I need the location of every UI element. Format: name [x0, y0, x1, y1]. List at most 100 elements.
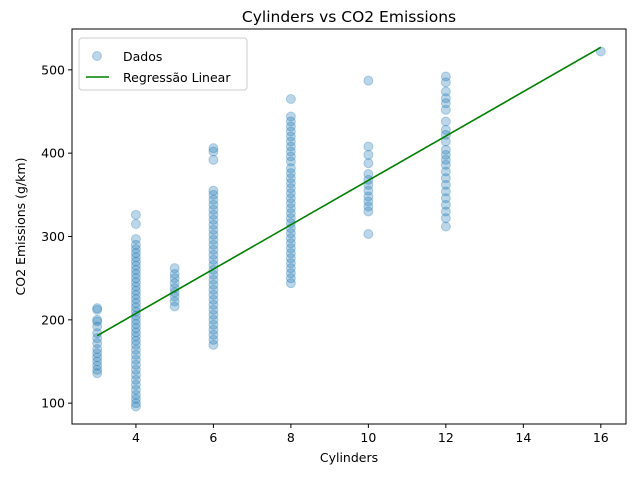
legend-label-dados: Dados — [123, 49, 162, 64]
data-point — [208, 284, 219, 295]
x-tick-label: 6 — [209, 430, 217, 445]
data-point — [92, 348, 103, 359]
data-point — [208, 289, 219, 300]
data-point — [285, 94, 296, 104]
data-point — [208, 234, 219, 245]
data-point — [130, 219, 141, 229]
data-point — [130, 364, 141, 375]
data-point — [363, 206, 374, 217]
data-point — [92, 338, 103, 349]
data-point — [130, 273, 141, 284]
legend-box — [78, 37, 248, 91]
data-point — [92, 368, 103, 379]
data-point — [169, 263, 180, 274]
data-point — [285, 126, 296, 137]
data-point — [130, 252, 141, 263]
data-point — [130, 398, 141, 409]
data-point — [440, 98, 451, 109]
data-point — [208, 269, 219, 280]
data-point — [130, 394, 141, 404]
data-point — [208, 294, 219, 305]
data-point — [440, 136, 451, 147]
data-point — [285, 168, 296, 179]
regression-layer — [96, 46, 602, 337]
x-axis-title: Cylinders — [320, 450, 378, 465]
data-point — [208, 324, 219, 335]
data-point — [208, 194, 219, 205]
data-point — [440, 179, 451, 190]
legend-label-regressao: Regressão Linear — [123, 70, 231, 85]
data-point — [130, 244, 141, 254]
data-point — [130, 339, 141, 350]
data-point — [208, 154, 219, 165]
data-point — [92, 333, 103, 344]
data-point — [92, 352, 103, 363]
data-point — [208, 239, 219, 250]
data-point — [285, 121, 296, 132]
data-point — [363, 149, 374, 160]
x-tick-label: 10 — [360, 430, 376, 445]
data-point — [440, 71, 451, 82]
data-point — [285, 173, 296, 184]
data-point — [440, 173, 451, 184]
data-point — [208, 274, 219, 285]
x-tick-label: 12 — [438, 430, 454, 445]
x-tick-label: 8 — [287, 430, 295, 445]
y-axis-title: CO2 Emissions (g/km) — [13, 158, 28, 296]
data-point — [130, 323, 141, 334]
data-point — [130, 209, 141, 220]
data-point — [208, 299, 219, 310]
data-point — [285, 203, 296, 214]
data-point — [130, 319, 141, 329]
data-point — [92, 321, 103, 332]
data-point — [130, 289, 141, 300]
data-point — [440, 86, 451, 97]
x-tick-label: 16 — [593, 430, 609, 445]
data-point — [208, 204, 219, 215]
data-point — [208, 329, 219, 340]
x-tick-label: 4 — [132, 430, 140, 445]
data-point — [130, 234, 141, 244]
data-point — [285, 193, 296, 204]
data-point — [169, 296, 180, 307]
data-point — [440, 213, 451, 224]
data-point — [285, 183, 296, 194]
data-point — [208, 146, 219, 157]
data-point — [285, 278, 296, 289]
data-point — [363, 141, 374, 152]
data-point — [285, 151, 296, 162]
data-point — [130, 277, 141, 288]
data-point — [169, 301, 180, 312]
data-point — [440, 77, 451, 88]
data-point — [130, 264, 141, 275]
data-point — [285, 258, 296, 269]
data-point — [285, 248, 296, 259]
data-point — [208, 309, 219, 320]
data-point — [285, 213, 296, 224]
data-point — [208, 189, 219, 200]
y-axis: 100 200 300 400 500 — [41, 62, 72, 411]
data-point — [285, 116, 296, 127]
legend-marker-dados — [92, 51, 102, 61]
data-point — [440, 206, 451, 217]
data-point — [440, 166, 451, 177]
data-point — [208, 244, 219, 255]
data-point — [440, 199, 451, 210]
data-point — [208, 229, 219, 240]
data-point — [130, 239, 141, 250]
data-point — [440, 124, 451, 135]
data-point — [285, 208, 296, 219]
x-axis: 4 6 8 10 12 14 16 — [132, 424, 609, 445]
chart-title: Cylinders vs CO2 Emissions — [242, 8, 456, 26]
data-point — [285, 268, 296, 279]
x-tick-label: 14 — [515, 430, 531, 445]
data-point — [130, 302, 141, 313]
data-point — [285, 228, 296, 239]
data-point — [208, 319, 219, 330]
data-point — [92, 316, 103, 327]
data-point — [130, 379, 141, 390]
data-point — [92, 364, 103, 375]
data-point — [130, 269, 141, 279]
data-point — [440, 159, 451, 170]
